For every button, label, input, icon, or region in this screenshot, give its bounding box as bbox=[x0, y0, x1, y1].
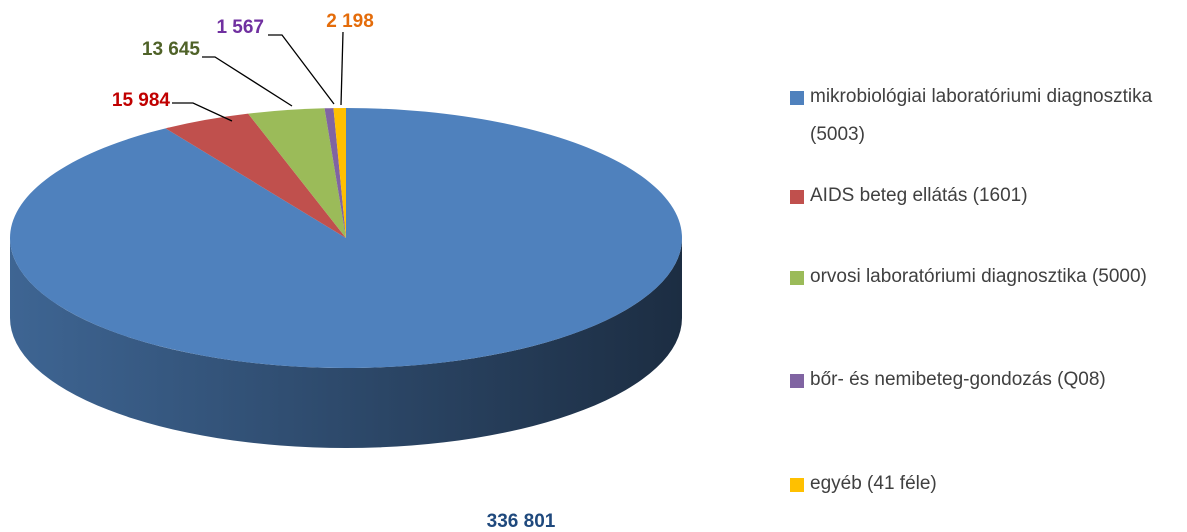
data-label: 336 801 bbox=[487, 511, 556, 532]
legend-label: bőr- és nemibeteg-gondozás (Q08) bbox=[810, 369, 1106, 390]
data-label: 15 984 bbox=[112, 90, 171, 111]
legend-label: orvosi laboratóriumi diagnosztika (5000) bbox=[810, 266, 1147, 287]
leader-line bbox=[172, 102, 233, 122]
legend-swatch bbox=[790, 478, 804, 492]
slice bbox=[324, 108, 346, 238]
leader-line bbox=[202, 56, 293, 107]
slice bbox=[248, 108, 346, 238]
data-label: 1 567 bbox=[216, 17, 264, 38]
legend-item: AIDS beteg ellátás (1601) bbox=[788, 177, 1183, 215]
slice bbox=[9, 108, 682, 368]
legend-label: egyéb (41 féle) bbox=[810, 473, 937, 494]
legend-item: mikrobiológiai laboratóriumi diagnosztik… bbox=[788, 78, 1183, 154]
legend-item: bőr- és nemibeteg-gondozás (Q08) bbox=[788, 361, 1183, 399]
data-label: 13 645 bbox=[142, 39, 201, 60]
legend-swatch bbox=[790, 271, 804, 285]
chart: 336 801 15 984 13 645 1 567 2 198 bbox=[9, 11, 682, 532]
slice-side bbox=[10, 238, 682, 448]
leader-line bbox=[340, 31, 344, 106]
legend-swatch bbox=[790, 190, 804, 204]
legend-swatch bbox=[790, 91, 804, 105]
slice bbox=[165, 113, 346, 238]
legend-item: egyéb (41 féle) bbox=[788, 465, 1183, 503]
legend-item: orvosi laboratóriumi diagnosztika (5000) bbox=[788, 258, 1183, 296]
legend-label: AIDS beteg ellátás (1601) bbox=[810, 185, 1028, 206]
data-label: 2 198 bbox=[326, 11, 374, 32]
slice bbox=[333, 108, 346, 238]
leader-line bbox=[268, 34, 335, 105]
legend-swatch bbox=[790, 374, 804, 388]
legend-label: mikrobiológiai laboratóriumi diagnosztik… bbox=[810, 86, 1153, 145]
